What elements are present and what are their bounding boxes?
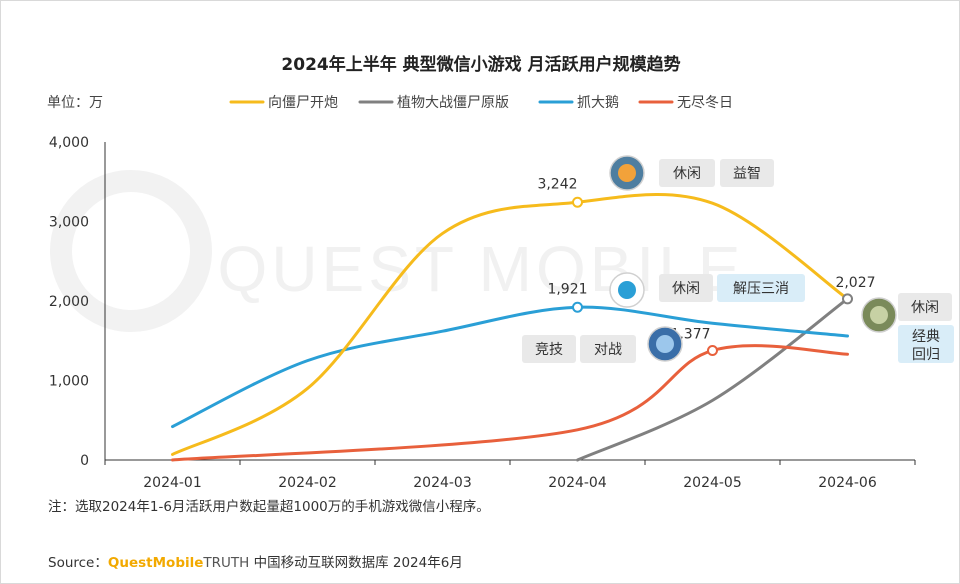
- series-line: [576, 297, 849, 462]
- x-tick-label: 2024-05: [683, 475, 742, 491]
- data-point: [842, 293, 853, 305]
- source-brand: QuestMobile: [107, 555, 204, 571]
- data-label: 3,242: [537, 176, 577, 192]
- x-tick-label: 2024-06: [818, 475, 877, 491]
- watermark-logo-icon: [50, 170, 212, 332]
- svg-text:解压三消: 解压三消: [733, 281, 789, 297]
- axes: 0 1,000 2,000 3,000 4,000 2024-01 2024-02 2024-…: [49, 135, 916, 491]
- source-truth: TRUTH: [203, 555, 250, 571]
- x-tick-label: 2024-03: [413, 475, 472, 491]
- x-tick-label: 2024-04: [548, 475, 607, 491]
- y-tick-label: 2,000: [49, 294, 89, 310]
- data-label: 1,921: [547, 281, 587, 297]
- legend-item: 无尽冬日: [638, 95, 733, 111]
- series-line: [171, 192, 849, 456]
- y-tick-label: 1,000: [49, 374, 89, 390]
- svg-text:休闲: 休闲: [672, 281, 700, 297]
- unit-label: 单位：万: [47, 95, 103, 111]
- legend-label: 植物大战僵尸原版: [397, 95, 509, 111]
- svg-text:休闲: 休闲: [673, 166, 701, 182]
- category-tag: 竞技: [522, 335, 576, 363]
- svg-text:益智: 益智: [733, 166, 761, 182]
- svg-text:回归: 回归: [912, 346, 940, 363]
- y-tick-label: 0: [80, 453, 89, 469]
- x-tick-label: 2024-02: [278, 475, 337, 491]
- legend-item: 植物大战僵尸原版: [358, 95, 509, 111]
- watermark: QUEST MOBILE: [218, 233, 745, 305]
- data-label: 2,027: [835, 275, 875, 291]
- category-tag: 益智: [720, 159, 774, 187]
- source-prefix: Source：: [48, 555, 108, 571]
- y-tick-label: 4,000: [49, 135, 89, 151]
- category-tag: 对战: [580, 335, 636, 363]
- catch-goose-game-icon: [609, 272, 645, 308]
- legend: 向僵尸开炮 植物大战僵尸原版 抓大鹅 无尽冬日: [229, 94, 733, 111]
- svg-text:对战: 对战: [594, 342, 622, 358]
- category-tag: 解压三消: [717, 274, 805, 302]
- x-tick-label: 2024-01: [143, 475, 202, 491]
- category-tag: 休闲: [659, 274, 713, 302]
- legend-label: 无尽冬日: [677, 95, 733, 111]
- series-lines: [171, 192, 849, 462]
- zombie-shooter-game-icon: [609, 155, 645, 191]
- category-tag: 休闲: [898, 293, 952, 321]
- source-line: Source：QuestMobileTRUTH 中国移动互联网数据库 2024年…: [48, 551, 463, 571]
- legend-label: 向僵尸开炮: [268, 95, 338, 111]
- source-database: 中国移动互联网数据库 2024年6月: [249, 555, 463, 571]
- endless-winter-game-icon: [647, 326, 683, 362]
- legend-label: 抓大鹅: [577, 94, 619, 111]
- data-point: [572, 196, 583, 208]
- legend-item: 向僵尸开炮: [229, 95, 338, 111]
- svg-text:经典: 经典: [912, 329, 940, 345]
- chart-title: 2024年上半年 典型微信小游戏 月活跃用户规模趋势: [281, 54, 680, 75]
- footnote: 注：选取2024年1-6月活跃用户数起量超1000万的手机游戏微信小程序。: [48, 499, 490, 515]
- series-line: [171, 344, 849, 462]
- svg-text:休闲: 休闲: [911, 300, 939, 316]
- y-tick-label: 3,000: [49, 215, 89, 231]
- svg-text:竞技: 竞技: [535, 341, 563, 358]
- plants-vs-zombies-game-icon: [861, 297, 897, 333]
- data-point: [707, 345, 718, 357]
- series-line: [171, 305, 849, 429]
- legend-item: 抓大鹅: [538, 94, 619, 111]
- data-point: [572, 301, 583, 313]
- category-tag: 休闲: [659, 159, 715, 187]
